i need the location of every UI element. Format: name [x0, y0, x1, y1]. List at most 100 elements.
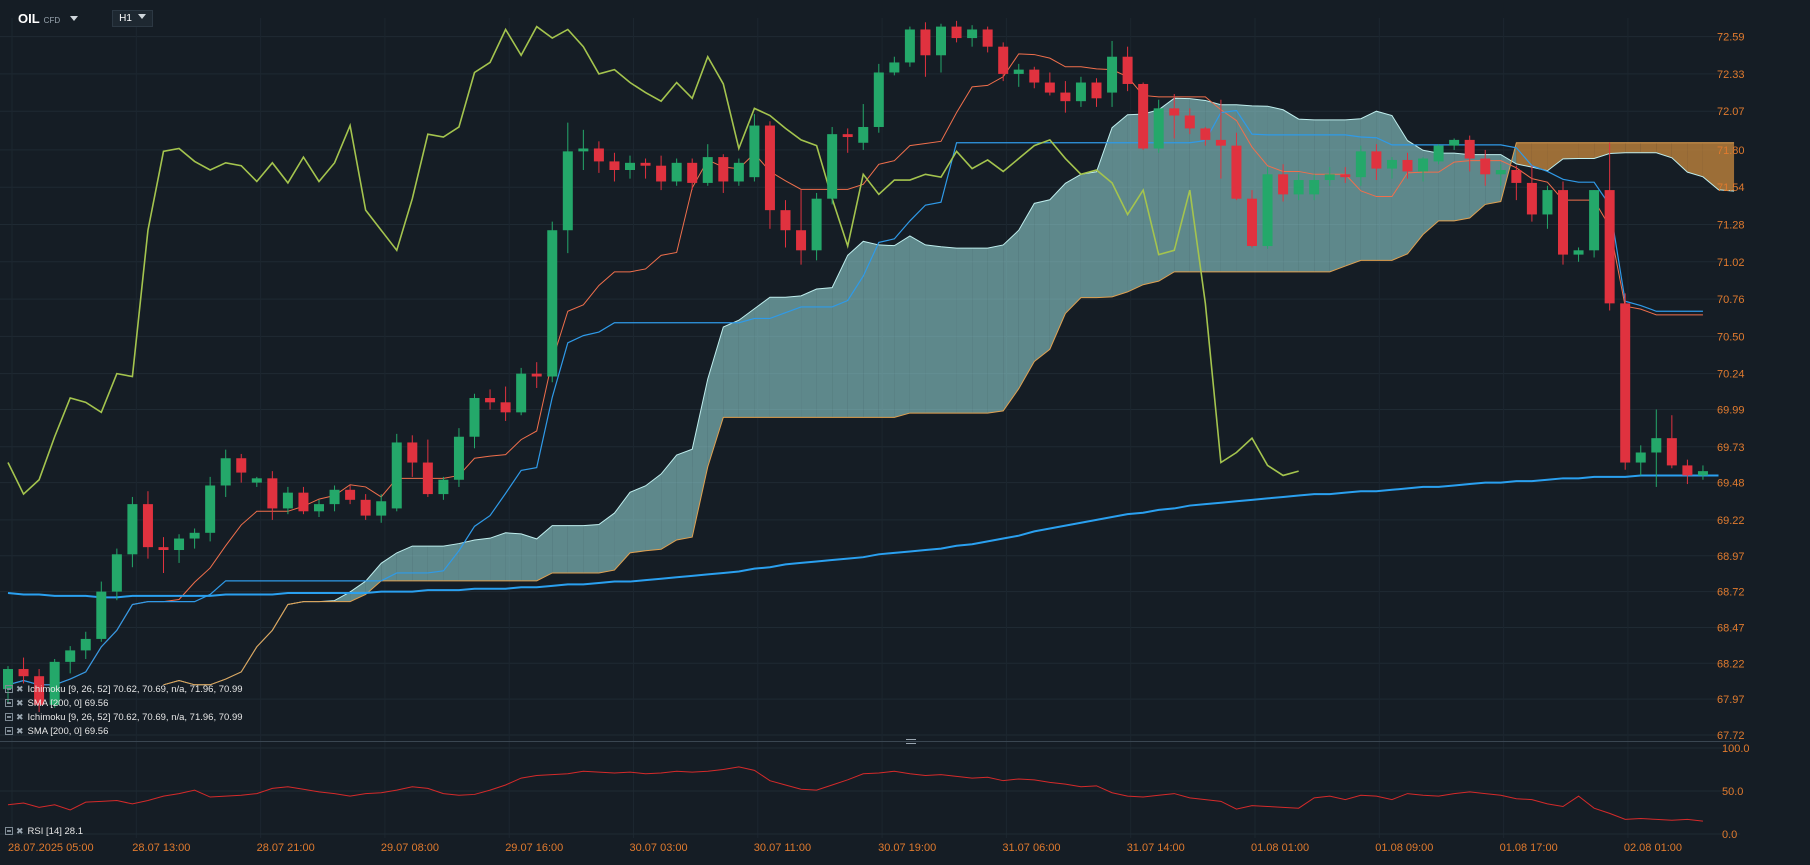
pane-resize-handle[interactable] — [906, 739, 916, 744]
symbol-type: CFD — [43, 15, 61, 25]
candle-body — [1386, 159, 1397, 169]
cloud-segment — [505, 532, 522, 581]
close-icon[interactable]: ✖ — [16, 825, 24, 836]
candle-body — [3, 669, 13, 690]
price-tick-label: 68.22 — [1717, 658, 1745, 670]
visibility-icon[interactable] — [5, 727, 13, 735]
close-icon[interactable]: ✖ — [16, 697, 24, 708]
cloud-segment — [1702, 142, 1719, 190]
cloud-segment — [1345, 118, 1361, 267]
candle-body — [189, 532, 200, 539]
grid — [0, 18, 1740, 838]
time-tick-label: 30.07 11:00 — [754, 842, 811, 854]
sma-200-line — [7, 474, 1719, 599]
cloud-segment — [474, 538, 491, 581]
visibility-icon[interactable] — [5, 699, 13, 707]
time-tick-label: 29.07 16:00 — [505, 842, 563, 854]
cloud-segment — [1656, 142, 1672, 158]
close-icon[interactable]: ✖ — [16, 725, 24, 736]
cloud-segment — [490, 532, 506, 581]
candle-body — [1215, 139, 1226, 146]
candle-body — [1402, 159, 1413, 172]
price-tick-label: 67.97 — [1717, 694, 1745, 706]
candle-body — [1433, 145, 1444, 162]
legend-row-rsi[interactable]: ✖ RSI [14] 28.1 — [5, 824, 83, 838]
timeframe-selector[interactable]: H1 — [112, 9, 153, 27]
candle-body — [1247, 198, 1257, 247]
visibility-icon[interactable] — [5, 827, 13, 835]
cloud-segment — [785, 295, 802, 418]
cloud-segment — [1671, 142, 1688, 173]
candle-body — [96, 591, 107, 639]
close-icon[interactable]: ✖ — [16, 711, 24, 722]
pane-divider[interactable] — [0, 741, 1740, 742]
visibility-icon[interactable] — [5, 685, 13, 693]
timeframe-value: H1 — [119, 12, 132, 24]
cloud-segment — [707, 327, 724, 467]
cloud-segment — [1298, 119, 1315, 272]
candle-body — [1620, 303, 1631, 463]
symbol-selector[interactable]: OIL CFD — [14, 9, 82, 28]
cloud-segment — [941, 246, 957, 414]
cloud-segment — [630, 485, 646, 553]
price-tick-label: 69.73 — [1717, 442, 1745, 454]
cloud-segment — [1547, 142, 1563, 171]
legend-row-ichimoku[interactable]: ✖ Ichimoku [9, 26, 52] 70.62, 70.69, n/a… — [5, 682, 243, 696]
cloud-segment — [1625, 142, 1641, 153]
legend-row-sma[interactable]: ✖ SMA [200, 0] 69.56 — [5, 696, 243, 710]
close-icon[interactable]: ✖ — [16, 683, 24, 694]
price-tick-label: 70.24 — [1717, 369, 1745, 381]
candle-body — [422, 462, 433, 495]
candle-body — [516, 373, 527, 413]
price-axis: 72.59 72.33 72.07 71.80 71.54 71.28 71.02 70.76… — [1717, 32, 1745, 742]
candle-body — [236, 458, 247, 473]
candle-body — [1371, 151, 1382, 169]
candle-body — [562, 151, 573, 231]
time-axis: 28.07.2025 05:00 28.07 13:00 28.07 21:00 29… — [8, 842, 1682, 854]
cloud-segment — [1376, 111, 1392, 261]
cloud-segment — [381, 552, 397, 581]
rsi-pane: 100.0 50.0 0.0 — [0, 743, 1750, 841]
time-tick-label: 31.07 14:00 — [1127, 842, 1185, 854]
candle-body — [904, 29, 915, 63]
cloud-segment — [598, 513, 615, 573]
candle-body — [267, 478, 278, 509]
tenkan-line — [7, 53, 1703, 686]
candle-body — [625, 162, 635, 171]
cloud-segment — [521, 533, 537, 581]
candle-body — [1184, 115, 1195, 129]
candle-body — [485, 398, 496, 403]
candle-body — [811, 198, 822, 251]
indicator-lines — [7, 25, 1735, 686]
candle-body — [1075, 82, 1086, 102]
cloud-segment — [1609, 142, 1626, 154]
candle-body — [796, 230, 807, 251]
cloud-segment — [1034, 199, 1050, 362]
candle-body — [967, 29, 978, 39]
legend-row-ichimoku[interactable]: ✖ Ichimoku [9, 26, 52] 70.62, 70.69, n/a… — [5, 710, 243, 724]
time-tick-label: 01.08 09:00 — [1375, 842, 1433, 854]
cloud-segment — [925, 244, 941, 414]
legend-text: SMA [200, 0] 69.56 — [27, 697, 109, 709]
legend-row-sma[interactable]: ✖ SMA [200, 0] 69.56 — [5, 724, 243, 738]
candle-body — [1262, 174, 1273, 247]
cloud-segment — [645, 474, 662, 551]
candle-body — [34, 676, 45, 705]
candle-body — [702, 157, 713, 183]
visibility-icon[interactable] — [5, 713, 13, 721]
cloud-segment — [1112, 114, 1128, 297]
candle-body — [174, 538, 185, 551]
candle-body — [1418, 158, 1429, 172]
candle-body — [1324, 174, 1335, 181]
price-tick-label: 69.22 — [1717, 515, 1745, 527]
kijun-line — [7, 109, 1703, 686]
candle-body — [1044, 82, 1055, 93]
candles — [3, 20, 1708, 713]
candle-body — [142, 504, 153, 548]
cloud-segment — [1531, 142, 1548, 171]
cloud-segment — [1454, 153, 1470, 221]
candle-body — [1278, 174, 1289, 195]
candle-body — [687, 162, 698, 183]
